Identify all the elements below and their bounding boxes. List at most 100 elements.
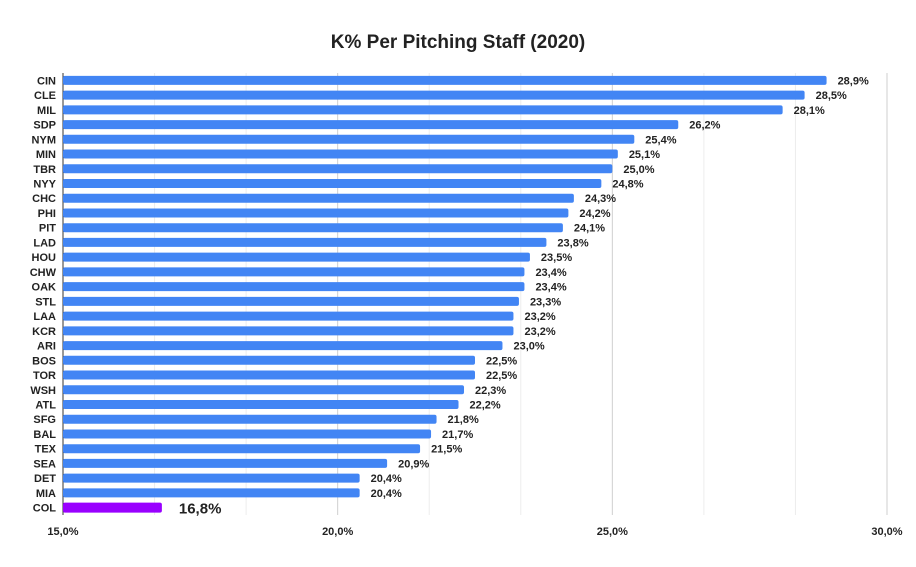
category-label: ARI	[37, 341, 56, 353]
bar-sfg	[63, 414, 437, 424]
category-label: CHW	[30, 267, 57, 279]
data-label: 24,1%	[574, 223, 605, 235]
bar-wsh	[63, 385, 465, 395]
bar-cle	[63, 90, 805, 100]
data-label: 21,5%	[431, 444, 462, 456]
bar-bal	[63, 429, 432, 439]
category-label: ATL	[35, 400, 56, 412]
data-label: 24,8%	[612, 179, 643, 191]
category-label: CLE	[34, 90, 56, 102]
bar-laa	[63, 311, 514, 321]
category-label: WSH	[30, 385, 56, 397]
data-label: 22,3%	[475, 385, 506, 397]
category-label: SEA	[33, 458, 56, 470]
category-label: PHI	[38, 208, 56, 220]
bar-cin	[63, 75, 827, 85]
x-tick-label: 25,0%	[597, 526, 628, 538]
bar-nyy	[63, 179, 602, 188]
category-label: CHC	[32, 193, 56, 205]
category-label: COL	[33, 503, 57, 515]
category-label: TBR	[33, 164, 56, 176]
category-label: BAL	[33, 429, 56, 441]
bar-ari	[63, 341, 503, 351]
category-label: MIL	[37, 105, 56, 117]
category-label: MIN	[36, 149, 56, 161]
data-label: 28,5%	[816, 90, 847, 102]
category-label: SFG	[33, 414, 56, 426]
data-label: 23,2%	[524, 326, 555, 338]
bar-bos	[63, 355, 475, 365]
bar-tor	[63, 370, 475, 380]
category-label: PIT	[39, 223, 56, 235]
data-label: 22,2%	[470, 400, 501, 412]
bar-lad	[63, 237, 547, 247]
category-label: NYY	[33, 179, 56, 191]
bar-col	[63, 502, 162, 513]
data-label: 25,1%	[629, 149, 660, 161]
category-label: BOS	[32, 355, 56, 367]
x-tick-label: 20,0%	[322, 526, 353, 538]
category-label: MIA	[36, 488, 56, 500]
category-label: LAA	[33, 311, 56, 323]
category-label: KCR	[32, 326, 56, 338]
bar-atl	[63, 400, 459, 409]
grid-layer	[62, 73, 888, 515]
category-label: OAK	[32, 282, 57, 294]
data-label: 22,5%	[486, 370, 517, 382]
data-label: 20,9%	[398, 458, 429, 470]
bar-phi	[63, 208, 569, 218]
bar-nym	[63, 134, 635, 144]
x-tick-label: 15,0%	[47, 526, 78, 538]
category-label: LAD	[33, 237, 56, 249]
bar-kcr	[63, 326, 514, 336]
data-label: 20,4%	[371, 473, 402, 485]
data-label: 25,0%	[623, 164, 654, 176]
category-label: HOU	[32, 252, 57, 264]
data-label: 26,2%	[689, 120, 720, 132]
data-label: 25,4%	[645, 134, 676, 146]
data-label: 23,4%	[535, 267, 566, 279]
bar-det	[63, 473, 360, 483]
category-label: NYM	[32, 134, 56, 146]
bar-sdp	[63, 120, 679, 130]
data-label: 21,8%	[448, 414, 479, 426]
data-label: 24,3%	[585, 193, 616, 205]
bar-layer	[63, 75, 827, 513]
bar-sea	[63, 458, 388, 468]
bar-min	[63, 149, 618, 159]
category-label: DET	[34, 473, 56, 485]
data-label: 21,7%	[442, 429, 473, 441]
chart-title: K% Per Pitching Staff (2020)	[331, 32, 585, 53]
bar-oak	[63, 282, 525, 292]
bar-tbr	[63, 164, 613, 174]
bar-hou	[63, 252, 530, 262]
category-label: STL	[35, 296, 56, 308]
bar-mil	[63, 105, 783, 115]
data-label: 23,8%	[557, 237, 588, 249]
category-label: TOR	[33, 370, 56, 382]
label-layer: CIN 28,9% CLE 28,5% MIL 28,1% SDP 26,2% NYM 25,4%…	[30, 75, 869, 517]
data-label: 23,3%	[530, 296, 561, 308]
bar-pit	[63, 223, 563, 233]
data-label: 20,4%	[371, 488, 402, 500]
bar-chc	[63, 193, 574, 203]
data-label: 23,4%	[535, 282, 566, 294]
data-label: 16,8%	[179, 501, 222, 518]
category-label: SDP	[33, 120, 56, 132]
bar-tex	[63, 444, 421, 454]
data-label: 23,0%	[513, 341, 544, 353]
data-label: 23,5%	[541, 252, 572, 264]
category-label: TEX	[35, 444, 57, 456]
category-label: CIN	[37, 75, 56, 87]
bar-mia	[63, 488, 360, 498]
x-tick-label: 30,0%	[871, 526, 902, 538]
tick-layer: 15,0% 20,0% 25,0% 30,0%	[47, 526, 902, 538]
data-label: 28,1%	[794, 105, 825, 117]
data-label: 23,2%	[524, 311, 555, 323]
bar-stl	[63, 296, 519, 306]
data-label: 24,2%	[579, 208, 610, 220]
bar-chw	[63, 267, 525, 277]
data-label: 22,5%	[486, 355, 517, 367]
